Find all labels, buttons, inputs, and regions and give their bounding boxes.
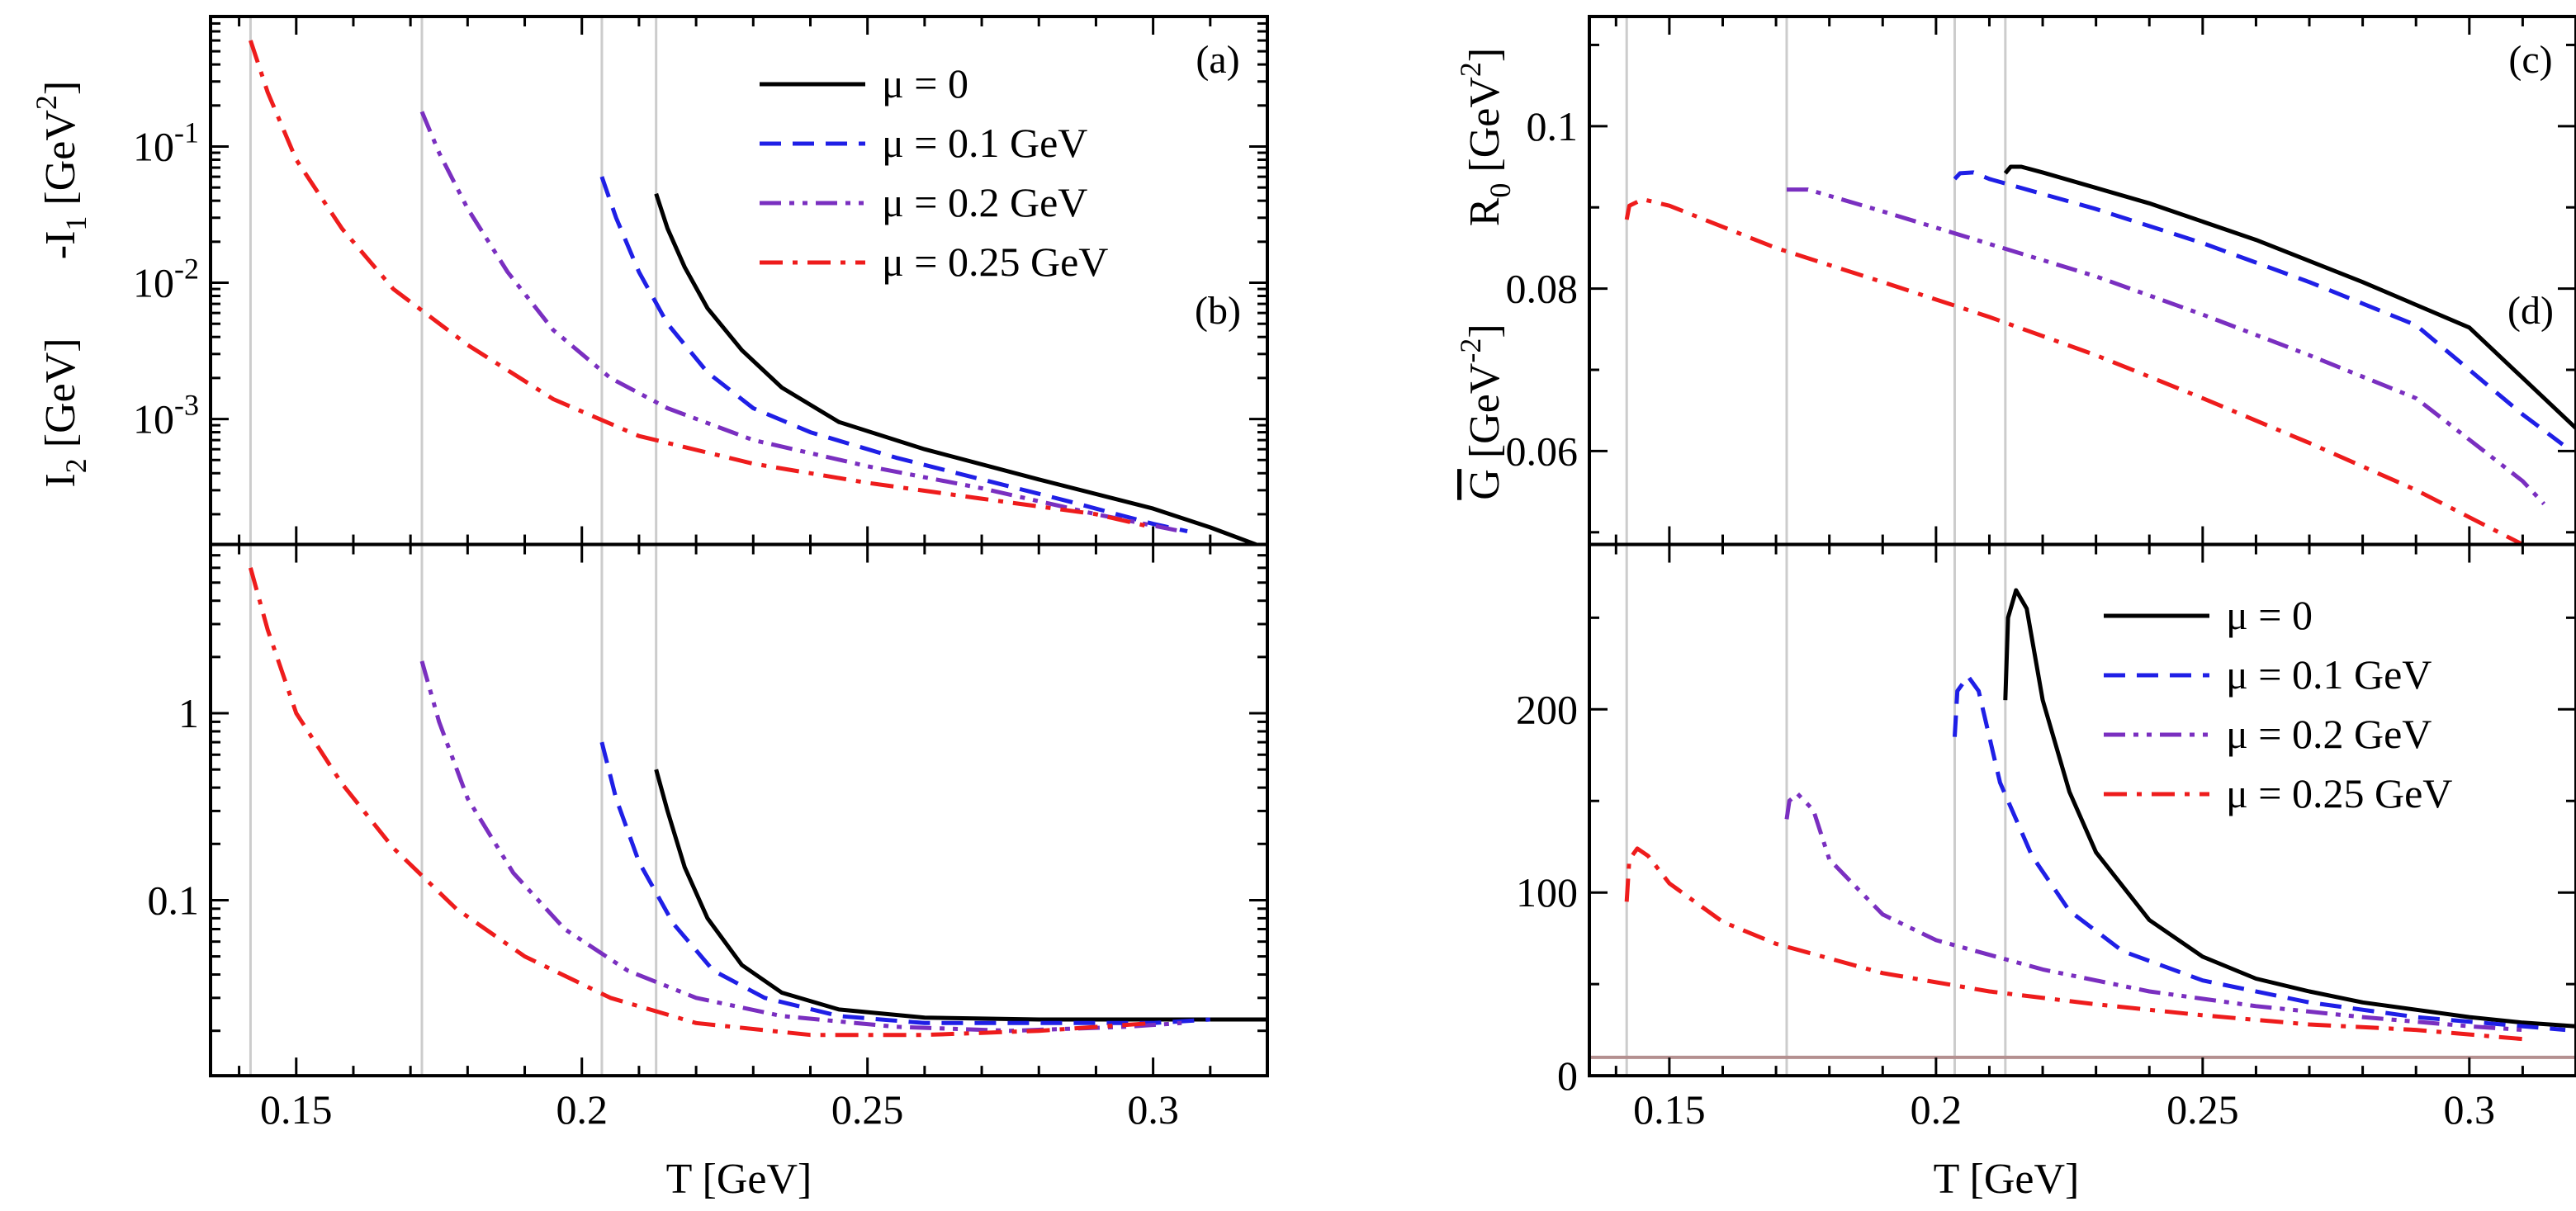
panel-tag-b: (b) — [1195, 289, 1241, 333]
y-tick-label-b: 1 — [178, 690, 199, 736]
x-tick-label-d: 0.3 — [2444, 1086, 2496, 1133]
x-tick-label-d: 0.2 — [1911, 1086, 1963, 1133]
series-line-d-3 — [1624, 846, 2523, 1042]
y-axis-label-a: -I1 [GeV2] — [30, 81, 92, 259]
legend-label-a-2: μ = 0.2 GeV — [882, 179, 1087, 225]
legend-label-d-0: μ = 0 — [2226, 592, 2313, 638]
x-tick-label-b: 0.15 — [260, 1086, 333, 1133]
series-line-b-3 — [248, 567, 1153, 1038]
legend-label-d-1: μ = 0.1 GeV — [2226, 651, 2432, 698]
series-line-c-3 — [1624, 196, 2524, 545]
y-tick-label-a: 10-2 — [133, 253, 199, 306]
series-line-a-1 — [599, 176, 1188, 534]
series-line-c-2 — [1787, 187, 2546, 506]
y-tick-label-c: 0.06 — [1506, 428, 1579, 474]
legend-label-d-2: μ = 0.2 GeV — [2226, 711, 2432, 757]
y-tick-label-b: 0.1 — [148, 877, 200, 923]
panel-frame-a — [209, 14, 1269, 546]
panel-tag-c: (c) — [2508, 38, 2552, 82]
series-line-d-0 — [2003, 588, 2576, 1029]
series-line-d-2 — [1784, 791, 2523, 1033]
x-tick-label-b: 0.3 — [1127, 1086, 1179, 1133]
series-line-a-2 — [419, 111, 1182, 534]
series-line-c-1 — [1953, 170, 2564, 447]
y-axis-label-b: I2 [GeV] — [37, 338, 92, 487]
series-line-b-2 — [419, 660, 1182, 1034]
y-tick-label-d: 0 — [1557, 1053, 1578, 1099]
y-axis-label-c: R0 [GeV2] — [1454, 48, 1517, 227]
panel-a: 10-1 10-2 10-3 (a) μ = 0 μ = 0.1 GeV μ = 0.2 G… — [133, 14, 1269, 546]
panel-b: 0.15 0.2 0.25 0.3 1 0.1 (b) — [148, 289, 1269, 1133]
x-axis-label-right: T [GeV] — [1934, 1156, 2080, 1203]
x-axis-label-left: T [GeV] — [666, 1156, 812, 1203]
legend-label-d-3: μ = 0.25 GeV — [2226, 770, 2452, 816]
legend-label-a-1: μ = 0.1 GeV — [882, 120, 1087, 166]
panel-c: 0.1 0.08 0.06 (c) — [1506, 14, 2576, 546]
series-line-a-0 — [654, 192, 1257, 545]
y-tick-label-a: 10-1 — [133, 116, 199, 169]
y-tick-label-d: 100 — [1516, 869, 1578, 915]
series-line-a-3 — [249, 40, 1154, 530]
series-line-b-0 — [654, 769, 1267, 1022]
panel-tag-d: (d) — [2507, 289, 2554, 333]
panel-frame-c — [1588, 14, 2576, 546]
legend-label-a-3: μ = 0.25 GeV — [882, 239, 1108, 285]
x-tick-label-b: 0.2 — [556, 1086, 608, 1133]
panel-tag-a: (a) — [1196, 38, 1239, 82]
panels-group: 10-1 10-2 10-3 (a) μ = 0 μ = 0.1 GeV μ = 0.2 G… — [133, 14, 2576, 1133]
x-tick-label-b: 0.25 — [831, 1086, 904, 1133]
y-axis-label-d: G [GeV-2] — [1454, 324, 1508, 499]
series-line-c-0 — [2003, 164, 2576, 430]
y-tick-label-d: 200 — [1516, 686, 1578, 732]
legend-a: μ = 0 μ = 0.1 GeV μ = 0.2 GeV μ = 0.25 GeV — [760, 60, 1108, 285]
panel-frame-d — [1588, 542, 2576, 1078]
x-tick-label-d: 0.15 — [1633, 1086, 1706, 1133]
y-tick-label-c: 0.08 — [1506, 266, 1579, 312]
panel-d: 0.15 0.2 0.25 0.3 0 100 200 (d) μ = 0 μ = 0.1 GeV… — [1516, 289, 2576, 1133]
legend-d: μ = 0 μ = 0.1 GeV μ = 0.2 GeV μ = 0.25 GeV — [2104, 592, 2452, 816]
y-tick-label-c: 0.1 — [1527, 103, 1579, 149]
y-tick-label-a: 10-3 — [133, 389, 199, 442]
panel-frame-b — [209, 542, 1269, 1078]
legend-label-a-0: μ = 0 — [882, 60, 968, 106]
series-line-b-1 — [599, 741, 1210, 1025]
x-tick-label-d: 0.25 — [2166, 1086, 2239, 1133]
